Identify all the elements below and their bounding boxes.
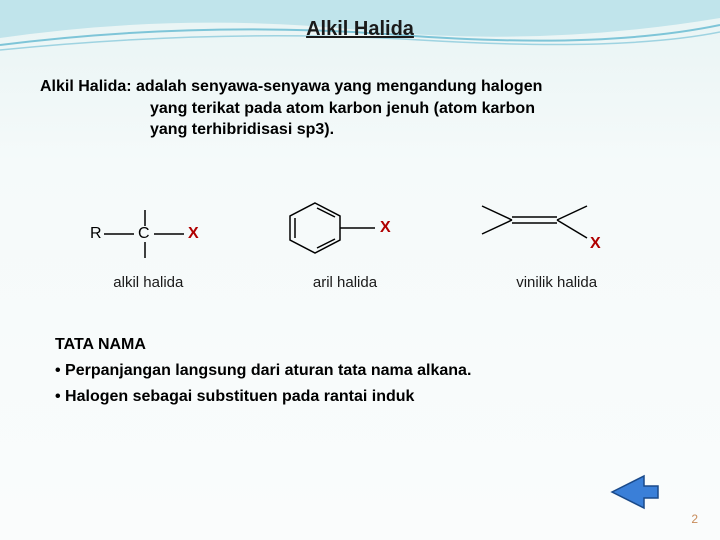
prev-arrow-button[interactable] [610, 474, 660, 510]
diagram-label: alkil halida [113, 274, 183, 291]
diagram-alkil: R C X alkil halida [78, 198, 218, 291]
section-title: TATA NAMA [55, 336, 720, 354]
diagram-aril: X aril halida [275, 188, 415, 291]
definition-line1: Alkil Halida: adalah senyawa-senyawa yan… [40, 76, 680, 98]
definition-block: Alkil Halida: adalah senyawa-senyawa yan… [40, 76, 680, 141]
bullet-item: • Perpanjangan langsung dari aturan tata… [55, 362, 720, 380]
diagrams-row: R C X alkil halida X aril halida [50, 171, 670, 291]
svg-text:X: X [590, 235, 601, 252]
aril-structure: X [275, 188, 415, 268]
page-number: 2 [691, 512, 698, 526]
definition-line2: yang terikat pada atom karbon jenuh (ato… [40, 98, 680, 120]
diagram-vinilik: X vinilik halida [472, 188, 642, 291]
svg-text:C: C [138, 225, 150, 242]
alkil-structure: R C X [78, 198, 218, 268]
svg-text:X: X [380, 219, 391, 236]
svg-text:R: R [90, 225, 102, 242]
diagram-label: aril halida [313, 274, 377, 291]
svg-text:X: X [188, 225, 199, 242]
diagram-label: vinilik halida [516, 274, 597, 291]
vinilik-structure: X [472, 188, 642, 268]
bullet-item: • Halogen sebagai substituen pada rantai… [55, 388, 720, 406]
page-title: Alkil Halida [306, 18, 414, 40]
definition-line3: yang terhibridisasi sp3). [40, 119, 680, 141]
